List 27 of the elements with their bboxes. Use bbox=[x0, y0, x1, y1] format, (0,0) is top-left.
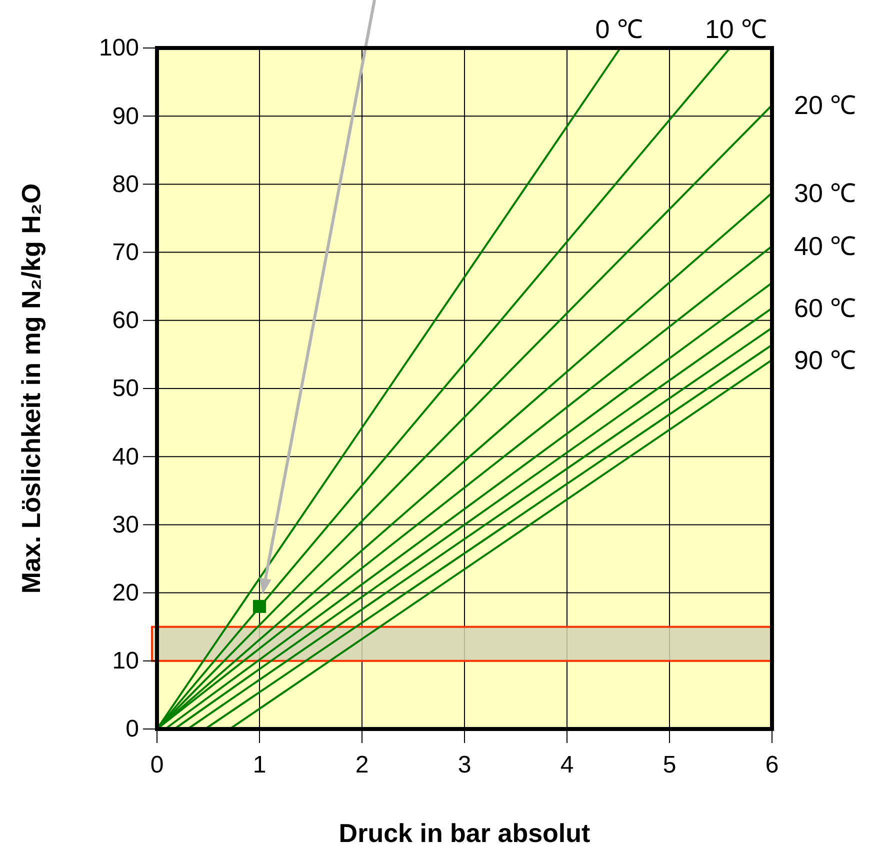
y-tick-label: 20 bbox=[112, 579, 139, 606]
y-tick-label: 100 bbox=[98, 34, 139, 62]
annotation: 40 ℃ bbox=[794, 231, 856, 262]
y-tick-label: 30 bbox=[112, 511, 139, 538]
annotation: 90 ℃ bbox=[794, 344, 856, 375]
x-tick-label: 5 bbox=[662, 752, 676, 779]
x-tick-label: 2 bbox=[355, 752, 369, 779]
y-tick-label: 40 bbox=[112, 443, 139, 470]
annotation: 20 ℃ bbox=[794, 90, 856, 120]
x-tick-label: 3 bbox=[458, 752, 472, 779]
y-tick-label: 70 bbox=[112, 238, 139, 266]
y-tick-label: 60 bbox=[112, 307, 139, 334]
annotation: 10 ℃ bbox=[704, 14, 768, 44]
y-tick-label: 90 bbox=[112, 102, 139, 130]
x-tick-label: 4 bbox=[560, 752, 574, 779]
y-tick-label: 80 bbox=[112, 170, 139, 198]
annotation: 30 ℃ bbox=[794, 178, 856, 208]
y-tick-label: 10 bbox=[112, 648, 139, 675]
x-tick-label: 0 bbox=[150, 752, 164, 779]
y-tick-label: 0 bbox=[126, 716, 139, 743]
y-tick-label: 50 bbox=[112, 375, 139, 402]
x-tick-label: 1 bbox=[252, 752, 266, 779]
y-axis-title: Max. Löslichkeit in mg N₂/kg H₂O bbox=[16, 183, 46, 594]
annotation: 60 ℃ bbox=[794, 293, 856, 324]
x-axis-title: Druck in bar absolut bbox=[338, 818, 591, 848]
x-tick-label: 6 bbox=[765, 752, 779, 779]
annotation: 0 ℃ bbox=[595, 14, 643, 44]
